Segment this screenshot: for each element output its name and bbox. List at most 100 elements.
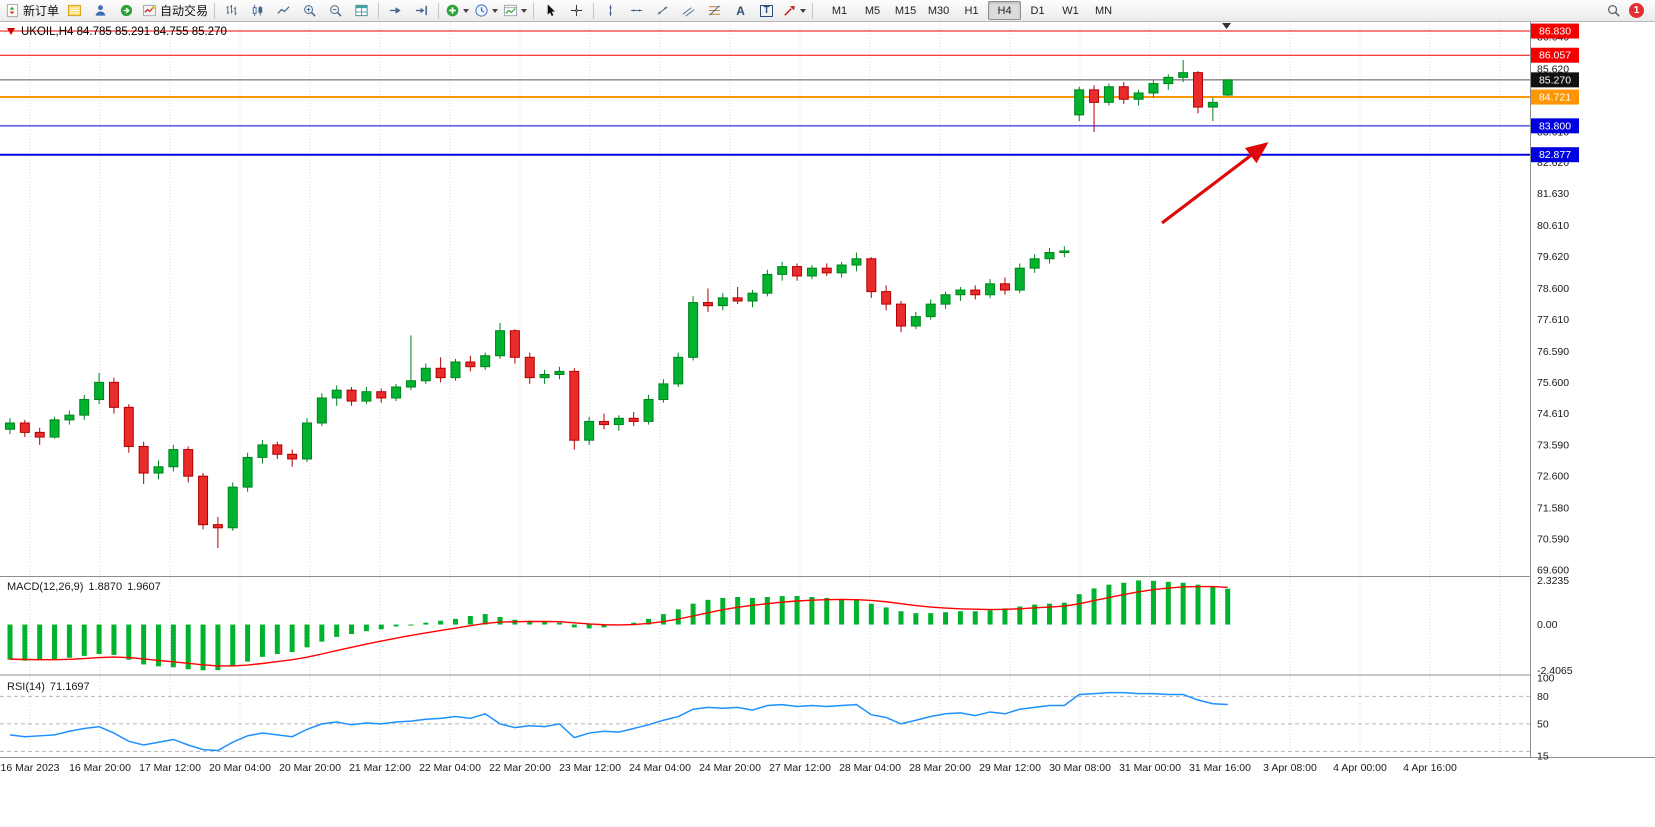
equidistant-channel-icon bbox=[682, 7, 695, 17]
crosshair-icon bbox=[570, 4, 583, 17]
price-level-lines[interactable] bbox=[0, 30, 1530, 156]
svg-text:2.3235: 2.3235 bbox=[1537, 575, 1569, 587]
line-chart-button[interactable] bbox=[271, 1, 296, 21]
timeframe-button-m15[interactable]: M15 bbox=[894, 4, 917, 17]
svg-text:4 Apr 00:00: 4 Apr 00:00 bbox=[1333, 762, 1387, 774]
chart-shift-button[interactable] bbox=[409, 1, 434, 21]
svg-text:84.721: 84.721 bbox=[1539, 92, 1571, 104]
symbol-marker-icon bbox=[7, 28, 15, 35]
svg-text:21 Mar 12:00: 21 Mar 12:00 bbox=[349, 762, 411, 774]
zoom-out-button[interactable] bbox=[323, 1, 348, 21]
toolbar-right-group: 1 bbox=[1606, 3, 1652, 18]
toolbar-separator bbox=[533, 2, 535, 19]
text-label-tool-button[interactable]: T bbox=[754, 1, 779, 21]
svg-text:73.590: 73.590 bbox=[1537, 440, 1569, 452]
cursor-tool-button[interactable] bbox=[538, 1, 563, 21]
trend-arrow-annotation[interactable] bbox=[1161, 142, 1269, 225]
fibonacci-tool-button[interactable] bbox=[702, 1, 727, 21]
notification-badge[interactable]: 1 bbox=[1629, 3, 1644, 18]
channel-tool-button[interactable] bbox=[676, 1, 701, 21]
arrows-tool-button[interactable] bbox=[780, 1, 808, 21]
svg-text:76.590: 76.590 bbox=[1537, 346, 1569, 358]
vertical-line-tool-button[interactable] bbox=[598, 1, 623, 21]
tile-windows-button[interactable] bbox=[349, 1, 374, 21]
zoom-in-button[interactable] bbox=[297, 1, 322, 21]
macd-indicator-label: MACD(12,26,9) 1.8870 1.9607 bbox=[7, 581, 161, 593]
timeframe-button-mn[interactable]: MN bbox=[1094, 4, 1113, 17]
svg-text:50: 50 bbox=[1537, 718, 1549, 730]
svg-text:81.630: 81.630 bbox=[1537, 188, 1569, 200]
chart-title: UKOIL,H4 84.785 85.291 84.755 85.270 bbox=[6, 26, 227, 38]
chart-region[interactable]: 86.64085.62084.63083.61082.62081.63080.6… bbox=[0, 22, 1655, 827]
timeframe-button-m1[interactable]: M1 bbox=[831, 4, 848, 17]
svg-text:22 Mar 20:00: 22 Mar 20:00 bbox=[489, 762, 551, 774]
svg-text:28 Mar 20:00: 28 Mar 20:00 bbox=[909, 762, 971, 774]
line-chart-icon bbox=[277, 6, 290, 14]
chart-shift-marker[interactable] bbox=[1222, 23, 1231, 29]
svg-text:23 Mar 12:00: 23 Mar 12:00 bbox=[559, 762, 621, 774]
periods-button[interactable] bbox=[472, 1, 500, 21]
timeframe-button-d1[interactable]: D1 bbox=[1030, 4, 1045, 17]
toolbar-separator bbox=[812, 2, 814, 19]
timeframe-button-h4[interactable]: H4 bbox=[988, 1, 1022, 20]
time-axis[interactable]: 16 Mar 2023 16 Mar 20:00 17 Mar 12:00 20 Ma… bbox=[1, 762, 1457, 774]
timeframe-button-m30[interactable]: M30 bbox=[927, 4, 950, 17]
price-axis[interactable]: 86.64085.62084.63083.61082.62081.63080.6… bbox=[1537, 32, 1569, 577]
svg-text:69.600: 69.600 bbox=[1537, 565, 1569, 577]
svg-text:70.590: 70.590 bbox=[1537, 534, 1569, 546]
svg-text:82.877: 82.877 bbox=[1539, 149, 1571, 161]
horizontal-line-tool-button[interactable] bbox=[624, 1, 649, 21]
trendline-tool-button[interactable] bbox=[650, 1, 675, 21]
timeframe-button-m5[interactable]: M5 bbox=[864, 4, 881, 17]
search-icon[interactable] bbox=[1606, 3, 1621, 18]
svg-text:31 Mar 00:00: 31 Mar 00:00 bbox=[1119, 762, 1181, 774]
navigator-button[interactable] bbox=[114, 1, 139, 21]
panel-borders bbox=[0, 22, 1655, 758]
svg-text:3 Apr 08:00: 3 Apr 08:00 bbox=[1263, 762, 1317, 774]
price-line-badges: 86.830 86.057 85.270 84.721 83.800 82.877 bbox=[1531, 23, 1579, 163]
text-tool-button[interactable]: A bbox=[728, 1, 753, 21]
autotrading-button[interactable]: 自动交易 bbox=[140, 1, 210, 21]
chevron-down-icon bbox=[800, 9, 807, 16]
timeframe-button-w1[interactable]: W1 bbox=[1062, 4, 1079, 17]
svg-text:83.800: 83.800 bbox=[1539, 120, 1571, 132]
svg-text:85.270: 85.270 bbox=[1539, 74, 1571, 86]
toolbar-separator bbox=[214, 2, 216, 19]
indicators-button[interactable] bbox=[443, 1, 471, 21]
toolbar-separator bbox=[378, 2, 380, 19]
templates-button[interactable] bbox=[501, 1, 529, 21]
crosshair-tool-button[interactable] bbox=[564, 1, 589, 21]
quotes-button[interactable] bbox=[62, 1, 87, 21]
rsi-value: 71.1697 bbox=[49, 681, 90, 693]
autotrading-icon bbox=[142, 4, 157, 17]
svg-text:75.600: 75.600 bbox=[1537, 377, 1569, 389]
text-tool-icon: A bbox=[736, 3, 745, 18]
svg-text:24 Mar 04:00: 24 Mar 04:00 bbox=[629, 762, 691, 774]
indicators-plus-icon bbox=[446, 4, 459, 17]
svg-text:24 Mar 20:00: 24 Mar 20:00 bbox=[699, 762, 761, 774]
svg-text:86.830: 86.830 bbox=[1539, 26, 1571, 38]
svg-text:28 Mar 04:00: 28 Mar 04:00 bbox=[839, 762, 901, 774]
timeframe-button-h1[interactable]: H1 bbox=[964, 4, 979, 17]
arrow-tool-icon bbox=[784, 5, 795, 16]
svg-text:0.00: 0.00 bbox=[1537, 619, 1558, 631]
svg-text:31 Mar 16:00: 31 Mar 16:00 bbox=[1189, 762, 1251, 774]
rsi-name: RSI(14) bbox=[7, 681, 45, 693]
fibonacci-icon bbox=[708, 5, 721, 16]
svg-text:86.057: 86.057 bbox=[1539, 50, 1571, 62]
candlestick-chart-button[interactable] bbox=[245, 1, 270, 21]
svg-text:100: 100 bbox=[1537, 673, 1555, 685]
chart-canvas[interactable]: 86.64085.62084.63083.61082.62081.63080.6… bbox=[0, 22, 1655, 780]
vertical-line-icon bbox=[609, 4, 612, 17]
market-watch-button[interactable] bbox=[88, 1, 113, 21]
new-order-button[interactable]: 新订单 bbox=[3, 1, 61, 21]
bar-chart-button[interactable] bbox=[219, 1, 244, 21]
new-order-icon bbox=[6, 3, 19, 18]
auto-scroll-button[interactable] bbox=[383, 1, 408, 21]
template-chart-icon bbox=[503, 4, 518, 17]
svg-text:20 Mar 04:00: 20 Mar 04:00 bbox=[209, 762, 271, 774]
zoom-out-icon bbox=[330, 5, 342, 17]
macd-histogram bbox=[7, 580, 1231, 671]
